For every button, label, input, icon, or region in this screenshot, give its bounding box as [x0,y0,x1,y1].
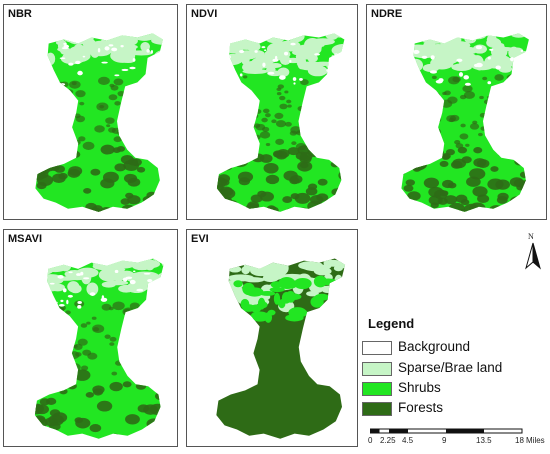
map-panel-evi: EVI [186,229,358,447]
legend-label: Background [398,339,471,354]
panel-title-ndre: NDRE [371,8,403,20]
scale-label: 2.25 [380,436,396,445]
legend: Legend Background Sparse/Brae land Shrub… [362,316,550,426]
scale-unit: Miles [526,436,545,445]
map-panel-ndvi: NDVI [186,4,358,220]
map-panel-nbr: NBR [3,4,178,220]
map-evi [216,258,346,439]
map-ndre [401,33,529,212]
scale-label: 0 [368,436,373,445]
legend-swatch [362,362,392,376]
scale-bar-graphic [370,428,523,434]
map-ndvi [216,33,345,212]
legend-swatch [362,382,392,396]
map-panel-ndre: NDRE [366,4,547,220]
north-arrow-label: N [528,232,534,241]
scale-label: 13.5 [476,436,492,445]
panel-title-evi: EVI [191,233,209,245]
scale-label: 18 [515,436,524,445]
panel-title-nbr: NBR [8,8,32,20]
north-arrow-icon [525,242,541,270]
legend-label: Shrubs [398,380,441,395]
map-msavi [34,258,164,439]
legend-label: Sparse/Brae land [398,360,503,375]
legend-label: Forests [398,400,444,415]
scale-bar: 0 2.25 4.5 9 13.5 18 Miles [366,427,550,453]
legend-title: Legend [368,316,415,331]
legend-swatch [362,402,392,416]
panel-title-msavi: MSAVI [8,233,43,245]
scale-label: 4.5 [402,436,414,445]
legend-swatch [362,341,392,355]
panel-title-ndvi: NDVI [191,8,218,20]
scale-label: 9 [442,436,447,445]
map-panel-msavi: MSAVI [3,229,178,447]
map-nbr [35,33,163,212]
